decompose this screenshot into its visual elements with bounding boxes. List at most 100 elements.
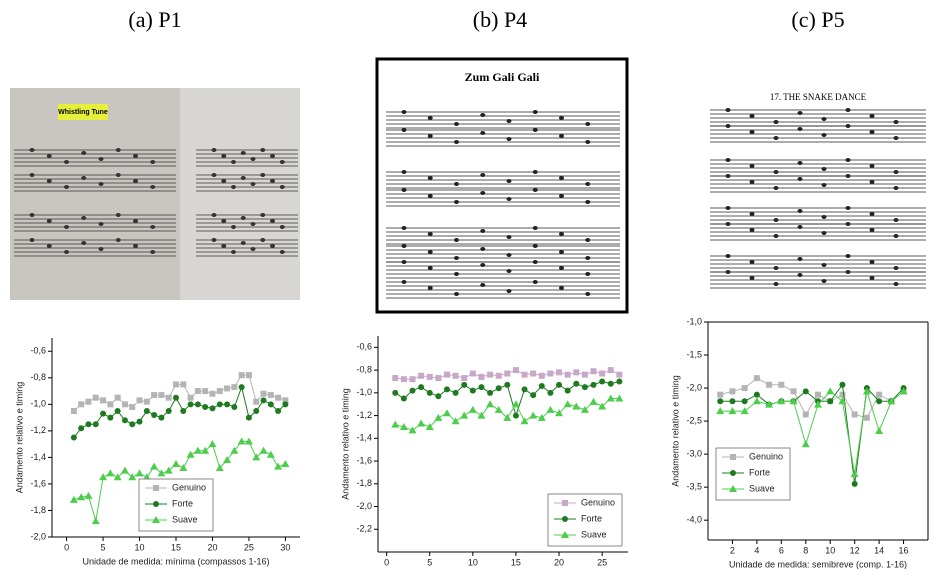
legend-marker	[153, 485, 159, 491]
data-point	[179, 464, 188, 472]
data-point	[91, 517, 100, 525]
data-point	[281, 460, 290, 468]
x-tick-label: 0	[384, 557, 389, 567]
data-point	[253, 407, 260, 414]
data-point	[120, 466, 129, 474]
data-point	[173, 394, 179, 401]
sheet-title: 17. THE SNAKE DANCE	[770, 92, 867, 102]
data-point	[530, 392, 537, 399]
y-tick-label: -2,5	[686, 415, 702, 425]
data-point	[729, 388, 736, 395]
data-point	[564, 387, 571, 394]
y-tick-label: -1,8	[30, 505, 46, 515]
data-point	[215, 464, 224, 472]
data-point	[564, 371, 571, 378]
x-axis-label: Unidade de medida: mínima (compassos 1-1…	[82, 556, 269, 566]
data-point	[580, 405, 589, 413]
x-tick-label: 10	[825, 545, 835, 555]
y-tick-label: -1,4	[356, 433, 372, 443]
data-point	[616, 378, 623, 385]
data-point	[238, 384, 245, 391]
y-tick-label: -1,8	[356, 478, 372, 488]
data-point	[850, 469, 859, 477]
sheet-photo: Whistling Tune	[10, 88, 300, 300]
data-point	[434, 413, 443, 421]
series-line	[720, 390, 904, 475]
y-tick-label: -3,5	[686, 482, 702, 492]
data-point	[478, 373, 485, 380]
data-point	[114, 394, 121, 401]
data-point	[143, 407, 150, 414]
data-point	[165, 394, 172, 401]
data-point	[267, 401, 274, 408]
data-point	[400, 376, 407, 383]
data-point	[863, 414, 870, 421]
data-point	[538, 383, 545, 390]
y-tick-label: -1,0	[686, 316, 702, 326]
data-point	[180, 381, 187, 388]
data-point	[165, 407, 172, 414]
x-tick-label: 5	[101, 542, 106, 552]
data-point	[495, 385, 502, 392]
data-point	[451, 417, 460, 425]
data-point	[260, 397, 267, 404]
x-tick-label: 5	[427, 557, 432, 567]
legend-box	[138, 478, 214, 532]
data-point	[224, 401, 231, 408]
data-point	[827, 398, 834, 405]
data-point	[426, 373, 433, 380]
legend-label: Forte	[749, 467, 770, 477]
data-point	[143, 398, 150, 405]
legend-label: Suave	[749, 483, 775, 493]
data-point	[599, 370, 606, 377]
y-tick-label: -2,2	[356, 524, 372, 534]
data-point	[899, 387, 908, 395]
sheet-title: Zum Gali Gali	[465, 70, 540, 84]
data-point	[520, 417, 529, 425]
data-point	[267, 392, 274, 399]
data-point	[494, 405, 503, 413]
data-point	[231, 384, 238, 391]
data-point	[194, 401, 201, 408]
data-point	[92, 421, 99, 428]
data-point	[172, 460, 180, 468]
data-point	[512, 412, 519, 419]
data-point	[99, 473, 108, 481]
data-point	[826, 387, 835, 395]
data-point	[862, 387, 871, 395]
data-point	[253, 398, 260, 405]
data-point	[392, 389, 399, 396]
data-point	[461, 375, 468, 382]
x-tick-label: 15	[171, 542, 181, 552]
data-point	[77, 493, 86, 501]
data-point	[555, 409, 564, 417]
data-point	[511, 400, 520, 408]
series-line	[73, 374, 286, 412]
data-point	[753, 375, 760, 382]
data-point	[158, 414, 165, 421]
data-point	[399, 422, 408, 430]
sheet-scan: Zum Gali Gali	[375, 57, 629, 314]
data-point	[164, 466, 173, 474]
data-point	[85, 398, 92, 405]
data-point	[107, 414, 114, 421]
data-point	[224, 385, 231, 392]
y-tick-label: -4,0	[686, 515, 702, 525]
data-point	[572, 402, 581, 410]
data-point	[100, 397, 107, 404]
y-axis-label: Andamento relativo e timing	[340, 388, 350, 500]
data-point	[151, 411, 158, 418]
data-point	[538, 372, 545, 379]
x-tick-label: 15	[511, 557, 521, 567]
data-point	[495, 372, 502, 379]
legend-label: Genuino	[581, 497, 615, 507]
data-point	[209, 405, 216, 412]
data-point	[607, 380, 614, 387]
y-tick-label: -1,5	[686, 349, 702, 359]
data-point	[426, 389, 433, 396]
data-point	[815, 391, 821, 398]
data-point	[729, 398, 736, 405]
data-point	[238, 372, 245, 379]
legend-marker	[561, 531, 569, 538]
data-point	[741, 398, 748, 405]
